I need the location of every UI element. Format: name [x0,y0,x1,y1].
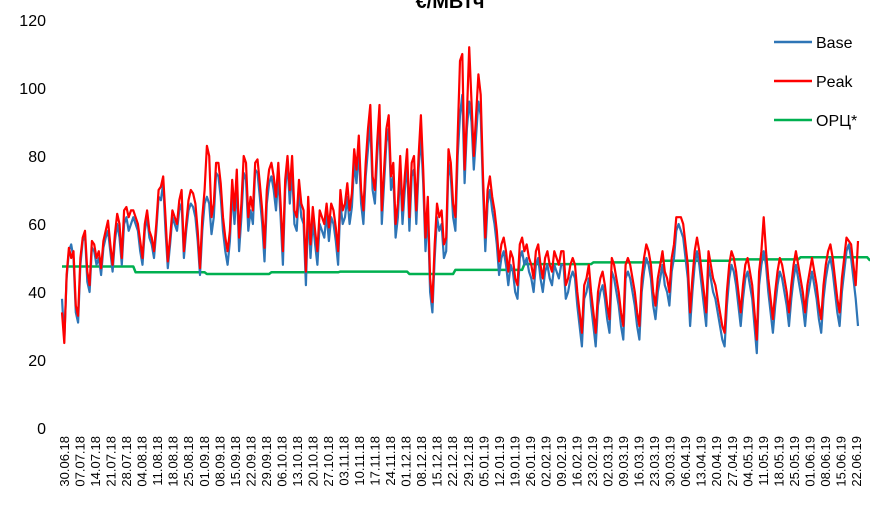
x-tick-label: 10.11.18 [352,436,367,486]
x-tick-label: 13.10.18 [290,436,305,487]
x-tick-label: 25.05.19 [787,436,802,487]
x-tick-label: 02.03.19 [601,436,616,487]
series-layer [60,46,870,355]
y-tick-label: 80 [28,149,46,166]
x-tick-label: 18.08.18 [166,436,181,487]
x-tick-label: 16.02.19 [569,436,584,487]
legend-label-series-orc: ОРЦ* [816,113,857,130]
x-tick-label: 20.10.18 [305,436,320,487]
title-group: €/МВтч [416,0,485,13]
y-axis: 0 20 40 60 80 100 120 [19,13,46,438]
series-line-orc [62,256,870,276]
x-tick-label: 22.06.19 [849,436,864,487]
x-tick-label: 04.08.18 [135,436,150,487]
x-tick-label: 01.06.19 [802,436,817,487]
x-tick-label: 24.11.18 [383,436,398,486]
x-tick-label: 02.02.19 [538,436,553,487]
series-line-base [60,93,860,355]
x-tick-label: 23.03.19 [647,436,662,487]
x-tick-label: 15.09.18 [228,436,243,487]
x-tick-label: 29.09.18 [259,436,274,487]
x-tick-label: 20.04.19 [709,436,724,487]
x-tick-label: 23.02.19 [585,436,600,487]
y-tick-label: 120 [19,13,46,30]
legend-label-series-peak: Peak [816,74,853,91]
x-tick-label: 21.07.18 [104,436,119,487]
x-tick-label: 15.12.18 [430,436,445,487]
x-tick-label: 06.04.19 [678,436,693,487]
legend: Base Peak ОРЦ* [774,35,857,130]
x-tick-label: 11.08.18 [150,436,165,486]
x-tick-label: 11.05.19 [756,436,771,486]
x-tick-label: 06.10.18 [274,436,289,487]
x-tick-label: 07.07.18 [73,436,88,487]
x-tick-label: 18.05.19 [771,436,786,487]
x-tick-label: 22.12.18 [445,436,460,487]
x-tick-label: 01.09.18 [197,436,212,487]
x-tick-label: 25.08.18 [181,436,196,487]
x-tick-label: 12.01.19 [492,436,507,487]
chart-title: €/МВтч [416,0,485,13]
y-tick-label: 20 [28,353,46,370]
y-tick-label: 60 [28,217,46,234]
x-tick-label: 08.12.18 [414,436,429,487]
y-tick-label: 100 [19,81,46,98]
y-tick-label: 40 [28,285,46,302]
x-tick-label: 05.01.19 [476,436,491,487]
x-tick-label: 15.06.19 [833,436,848,487]
x-tick-label: 08.06.19 [818,436,833,487]
x-tick-label: 09.02.19 [554,436,569,487]
series-line-peak [60,46,860,345]
x-axis: 30.06.18 07.07.18 14.07.18 21.07.18 28.07.18… [57,436,864,487]
x-tick-label: 03.11.18 [337,436,352,486]
x-tick-label: 04.05.19 [740,436,755,487]
x-tick-label: 26.01.19 [523,436,538,487]
x-tick-label: 27.10.18 [321,436,336,487]
x-tick-label: 19.01.19 [507,436,522,487]
x-tick-label: 14.07.18 [88,436,103,487]
x-tick-label: 08.09.18 [212,436,227,487]
x-tick-label: 30.06.18 [57,436,72,487]
x-tick-label: 22.09.18 [243,436,258,487]
x-tick-label: 27.04.19 [725,436,740,487]
x-tick-label: 16.03.19 [632,436,647,487]
x-tick-label: 09.03.19 [616,436,631,487]
x-tick-label: 13.04.19 [694,436,709,487]
x-tick-label: 17.11.18 [368,436,383,486]
x-tick-label: 28.07.18 [119,436,134,487]
y-tick-label: 0 [37,421,46,438]
legend-label-series-base: Base [816,35,853,52]
x-tick-label: 01.12.18 [399,436,414,487]
x-tick-label: 29.12.18 [461,436,476,487]
x-tick-label: 30.03.19 [663,436,678,487]
